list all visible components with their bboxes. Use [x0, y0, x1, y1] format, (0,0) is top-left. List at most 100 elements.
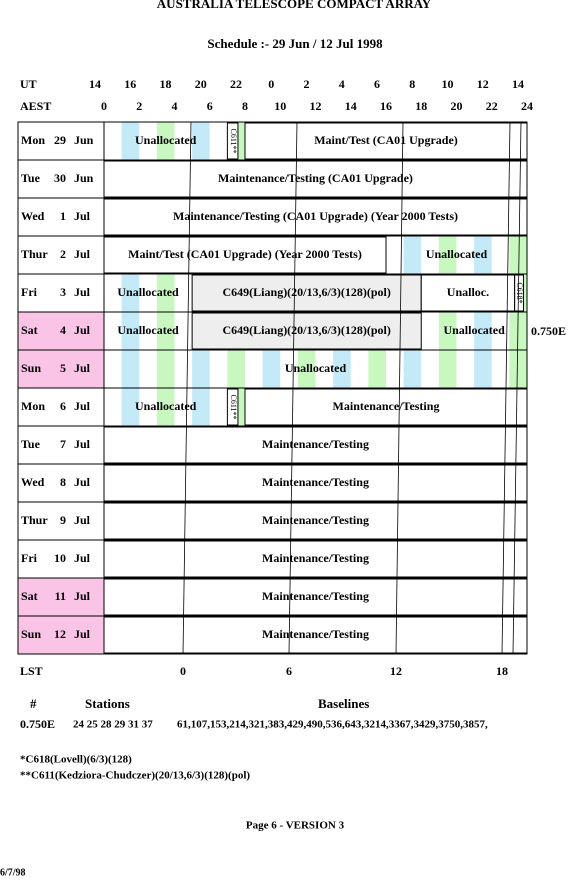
note: *C618(Lovell)(6/3)(128) — [20, 754, 132, 766]
block — [420, 274, 516, 312]
day-num: 9 — [60, 513, 66, 527]
lst-line — [512, 121, 522, 655]
block-label: Unallocated — [135, 399, 197, 413]
ut-tick: 12 — [477, 77, 489, 91]
day-month: Jun — [74, 171, 94, 185]
day-num: 2 — [60, 247, 66, 261]
block-label: Maintenance/Testing — [262, 589, 369, 603]
lst-line — [395, 121, 404, 655]
lst-line — [288, 121, 298, 655]
block — [191, 312, 422, 350]
lst-tick: 0 — [180, 664, 186, 678]
block — [244, 122, 528, 160]
day-num: 4 — [60, 323, 66, 337]
day-month: Jul — [74, 209, 91, 223]
day-month: Jul — [74, 323, 91, 337]
aest-tick: 2 — [136, 99, 142, 113]
block-label: C618* — [515, 282, 524, 303]
day-cell — [17, 387, 105, 427]
aest-tick: 16 — [380, 99, 392, 113]
ut-tick: 0 — [268, 77, 274, 91]
aest-tick: 12 — [310, 99, 322, 113]
block — [103, 236, 387, 274]
block-label: Unallocated — [426, 247, 488, 261]
ut-tick: 16 — [124, 77, 136, 91]
col-header: Stations — [85, 696, 130, 711]
block — [103, 540, 528, 578]
day-num: 6 — [60, 399, 66, 413]
ut-tick: 8 — [409, 77, 415, 91]
block — [103, 616, 528, 654]
day-cell — [17, 273, 105, 313]
aest-tick: 24 — [521, 99, 533, 113]
ut-label: UT — [20, 77, 37, 91]
day-month: Jul — [74, 475, 91, 489]
day-month: Jul — [74, 513, 91, 527]
block-label: Maintenance/Testing — [262, 513, 369, 527]
aest-tick: 14 — [345, 99, 357, 113]
block — [103, 198, 528, 236]
day-num: 8 — [60, 475, 66, 489]
block-label: Maint/Test (CA01 Upgrade) (Year 2000 Tes… — [128, 247, 362, 261]
ut-tick: 20 — [195, 77, 207, 91]
aest-tick: 4 — [172, 99, 178, 113]
day-num: 11 — [55, 589, 66, 603]
day-month: Jul — [74, 627, 91, 641]
block-label: Unallocated — [285, 361, 347, 375]
day-name: Wed — [21, 209, 45, 223]
day-month: Jul — [74, 437, 91, 451]
block-label: C649(Liang)(20/13,6/3)(128)(pol) — [223, 323, 391, 337]
block-label: Unallocated — [117, 323, 179, 337]
day-name: Thur — [21, 247, 48, 261]
day-name: Thur — [21, 513, 48, 527]
day-name: Tue — [21, 437, 41, 451]
aest-tick: 0 — [101, 99, 107, 113]
day-name: Mon — [21, 399, 45, 413]
ut-tick: 10 — [442, 77, 454, 91]
baselines: 61,107,153,214,321,383,429,490,536,643,3… — [177, 719, 488, 731]
block-label: Unallocated — [117, 285, 179, 299]
day-num: 10 — [54, 551, 66, 565]
lst-line — [501, 121, 511, 655]
day-name: Sat — [21, 589, 38, 603]
aest-tick: 8 — [242, 99, 248, 113]
block — [244, 388, 528, 426]
block-label: Maint/Test (CA01 Upgrade) — [314, 133, 458, 147]
block-label: Maintenance/Testing — [333, 399, 440, 413]
block-label: C611** — [229, 394, 238, 419]
day-name: Sat — [21, 323, 38, 337]
block-label: Maintenance/Testing (CA01 Upgrade) (Year… — [173, 209, 458, 223]
aest-tick: 10 — [274, 99, 286, 113]
lst-tick: 6 — [286, 664, 292, 678]
col-header: # — [30, 696, 37, 711]
ut-tick: 4 — [339, 77, 345, 91]
day-num: 1 — [60, 209, 66, 223]
lst-label: LST — [20, 664, 43, 678]
block — [103, 578, 528, 616]
block-label: Maintenance/Testing — [262, 627, 369, 641]
block-label: Unalloc. — [447, 285, 489, 299]
col-header: Baselines — [318, 696, 369, 711]
lst-tick: 12 — [390, 664, 402, 678]
rows: Mon 29 Jun Unallocated C611** Maint/Test (CA0… — [17, 121, 528, 655]
ut-tick: 6 — [374, 77, 380, 91]
aest-tick: 20 — [451, 99, 463, 113]
ut-tick: 2 — [304, 77, 310, 91]
aest-tick: 6 — [207, 99, 213, 113]
print-date: 6/7/98 — [0, 867, 26, 878]
day-num: 29 — [54, 133, 66, 147]
block — [226, 388, 239, 426]
day-name: Tue — [21, 171, 41, 185]
day-num: 30 — [54, 171, 66, 185]
block — [103, 464, 528, 502]
ut-tick: 22 — [230, 77, 242, 91]
day-name: Fri — [21, 551, 38, 565]
day-name: Sun — [21, 361, 41, 375]
block-label: Maintenance/Testing — [262, 437, 369, 451]
day-month: Jun — [74, 133, 94, 147]
block-label: Unallocated — [443, 323, 505, 337]
ut-tick: 14 — [512, 77, 524, 91]
block-label: C611** — [229, 128, 238, 153]
